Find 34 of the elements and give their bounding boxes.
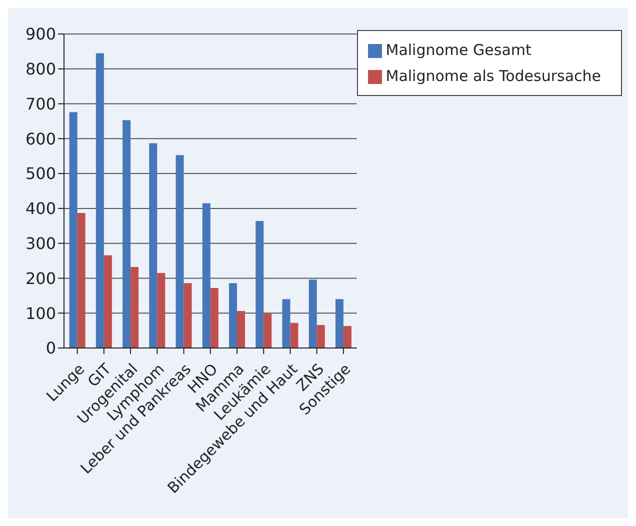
bar	[96, 53, 104, 348]
bar	[335, 299, 344, 348]
bar	[256, 221, 264, 348]
bar	[69, 112, 78, 348]
bar	[149, 143, 158, 348]
y-tick-label: 700	[25, 94, 56, 114]
y-tick-label: 900	[25, 24, 56, 44]
bar	[229, 283, 238, 348]
bar	[290, 322, 298, 348]
bar	[157, 272, 166, 348]
bar	[237, 311, 246, 348]
bar	[104, 255, 112, 348]
legend-label: Malignome Gesamt	[386, 41, 532, 59]
y-tick-label: 0	[46, 338, 56, 358]
bar	[202, 203, 210, 348]
y-tick-label: 500	[25, 164, 56, 184]
y-tick-label: 600	[25, 129, 56, 148]
bar	[210, 288, 218, 348]
bar	[122, 120, 131, 348]
y-tick-label: 300	[25, 234, 56, 254]
bar	[316, 324, 325, 348]
y-tick-label: 800	[25, 60, 56, 79]
bar	[308, 280, 317, 348]
bar	[264, 313, 272, 348]
legend-label: Malignome als Todesursache	[386, 67, 601, 85]
bar	[282, 299, 290, 348]
bar	[343, 326, 352, 348]
bar	[176, 155, 184, 348]
y-tick-label: 400	[25, 199, 56, 218]
y-tick-label: 200	[25, 268, 56, 288]
bar	[77, 212, 86, 348]
bar	[184, 283, 192, 348]
y-tick-label: 100	[25, 304, 56, 323]
bar	[130, 267, 139, 348]
